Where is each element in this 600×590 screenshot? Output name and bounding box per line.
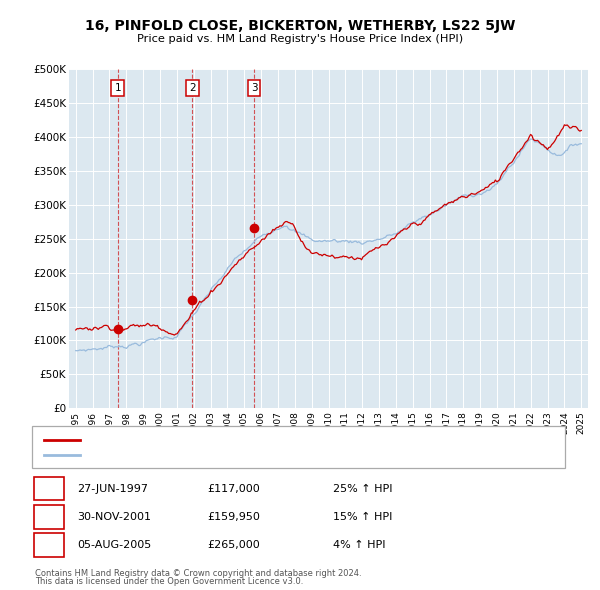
Text: 3: 3 [45,539,52,552]
Text: HPI: Average price, detached house, North Yorkshire: HPI: Average price, detached house, Nort… [86,450,346,460]
Text: 2: 2 [45,510,52,523]
Text: 16, PINFOLD CLOSE, BICKERTON, WETHERBY, LS22 5JW: 16, PINFOLD CLOSE, BICKERTON, WETHERBY, … [85,19,515,33]
Text: £159,950: £159,950 [207,512,260,522]
Text: £117,000: £117,000 [207,484,260,493]
Text: 05-AUG-2005: 05-AUG-2005 [77,540,151,550]
Text: 2: 2 [189,83,196,93]
Text: 1: 1 [45,482,52,495]
Text: Price paid vs. HM Land Registry's House Price Index (HPI): Price paid vs. HM Land Registry's House … [137,34,463,44]
Text: 1: 1 [115,83,121,93]
Text: £265,000: £265,000 [207,540,260,550]
Text: This data is licensed under the Open Government Licence v3.0.: This data is licensed under the Open Gov… [35,578,303,586]
Text: 25% ↑ HPI: 25% ↑ HPI [333,484,392,493]
Text: 27-JUN-1997: 27-JUN-1997 [77,484,148,493]
Text: 15% ↑ HPI: 15% ↑ HPI [333,512,392,522]
Text: Contains HM Land Registry data © Crown copyright and database right 2024.: Contains HM Land Registry data © Crown c… [35,569,361,578]
Text: 30-NOV-2001: 30-NOV-2001 [77,512,151,522]
Text: 16, PINFOLD CLOSE, BICKERTON, WETHERBY, LS22 5JW (detached house): 16, PINFOLD CLOSE, BICKERTON, WETHERBY, … [86,435,452,445]
Text: 3: 3 [251,83,257,93]
Text: 4% ↑ HPI: 4% ↑ HPI [333,540,386,550]
